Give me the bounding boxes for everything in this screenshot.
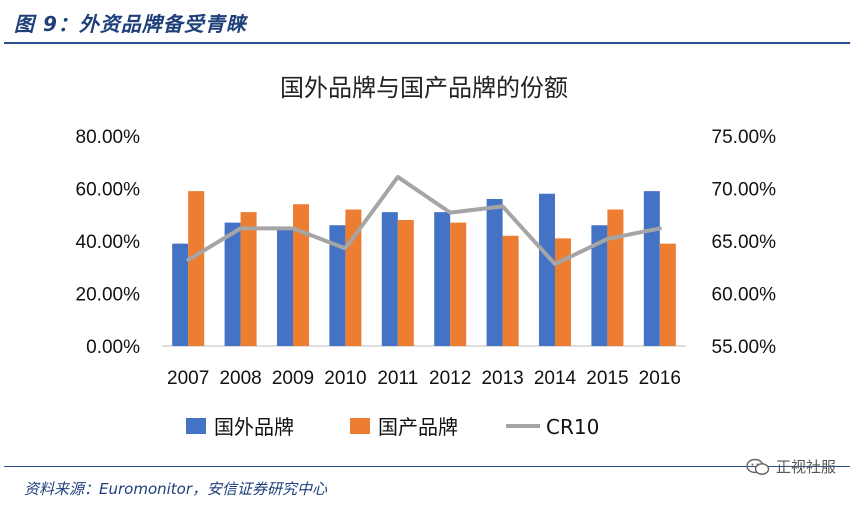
bar-foreign-2014 <box>539 193 555 346</box>
bar-domestic-2008 <box>240 212 257 346</box>
bar-foreign-2015 <box>591 225 608 346</box>
bar-domestic-2012 <box>450 222 467 346</box>
bar-foreign-2008 <box>224 222 241 346</box>
bar-foreign-2011 <box>381 212 398 346</box>
x-tick-label: 2009 <box>272 368 314 389</box>
legend-swatch <box>186 418 206 434</box>
bar-domestic-2016 <box>659 243 676 346</box>
figure-title: 图 9：外资品牌备受青睐 <box>14 12 247 36</box>
chart: 国外品牌与国产品牌的份额 0.00% 20.00% 40.00% 60.00% 80.0… <box>76 74 777 439</box>
bar-foreign-2016 <box>643 191 660 346</box>
bar-foreign-2010 <box>329 225 346 346</box>
right-tick-label: 75.00% <box>712 127 777 148</box>
left-tick-label: 80.00% <box>76 127 141 148</box>
left-axis: 0.00% 20.00% 40.00% 60.00% 80.00% <box>76 127 141 358</box>
right-tick-label: 55.00% <box>712 337 777 358</box>
bar-foreign-2012 <box>434 212 451 346</box>
bar-foreign-2009 <box>277 227 293 346</box>
bar-domestic-2009 <box>293 204 309 346</box>
right-tick-label: 60.00% <box>712 285 777 306</box>
legend-label: 国外品牌 <box>214 415 294 439</box>
bar-domestic-2013 <box>502 235 519 346</box>
left-tick-label: 0.00% <box>86 337 140 358</box>
figure-header: 图 9：外资品牌备受青睐 <box>0 0 854 44</box>
bar-domestic-2015 <box>607 209 624 346</box>
bar-domestic-2014 <box>555 238 571 346</box>
x-tick-label: 2015 <box>586 368 628 389</box>
cr10-line <box>186 174 662 267</box>
wechat-icon <box>746 458 770 475</box>
bar-foreign-2007 <box>172 243 189 346</box>
watermark: 正视社服 <box>746 456 836 477</box>
bar-domestic-2011 <box>397 220 414 346</box>
x-axis-labels: 2007 2008 2009 2010 2011 2012 2013 2014 2015 2016 <box>167 368 681 389</box>
legend-label: 国产品牌 <box>378 415 458 439</box>
legend-swatch <box>350 418 370 434</box>
bar-domestic-2007 <box>188 191 205 346</box>
x-tick-label: 2012 <box>429 368 471 389</box>
legend: 国外品牌 国产品牌 CR10 <box>186 415 599 439</box>
right-tick-label: 70.00% <box>712 180 777 201</box>
source-divider <box>4 466 850 467</box>
bar-foreign-2013 <box>486 199 503 346</box>
left-tick-label: 20.00% <box>76 285 141 306</box>
left-tick-label: 60.00% <box>76 180 141 201</box>
x-tick-label: 2014 <box>534 368 577 389</box>
x-tick-label: 2016 <box>639 368 681 389</box>
x-tick-label: 2007 <box>167 368 209 389</box>
source-note: 资料来源：Euromonitor，安信证券研究中心 <box>24 480 328 498</box>
chart-title: 国外品牌与国产品牌的份额 <box>280 74 568 102</box>
bars <box>162 191 686 347</box>
legend-label: CR10 <box>546 415 599 439</box>
right-axis: 55.00% 60.00% 65.00% 70.00% 75.00% <box>712 127 777 358</box>
x-tick-label: 2010 <box>324 368 366 389</box>
x-tick-label: 2008 <box>219 368 261 389</box>
cr10-line-group <box>186 174 662 267</box>
x-tick-label: 2011 <box>377 368 418 389</box>
right-tick-label: 65.00% <box>712 232 777 253</box>
watermark-text: 正视社服 <box>775 458 836 476</box>
x-tick-label: 2013 <box>481 368 523 389</box>
left-tick-label: 40.00% <box>76 232 141 253</box>
title-divider <box>4 42 850 44</box>
